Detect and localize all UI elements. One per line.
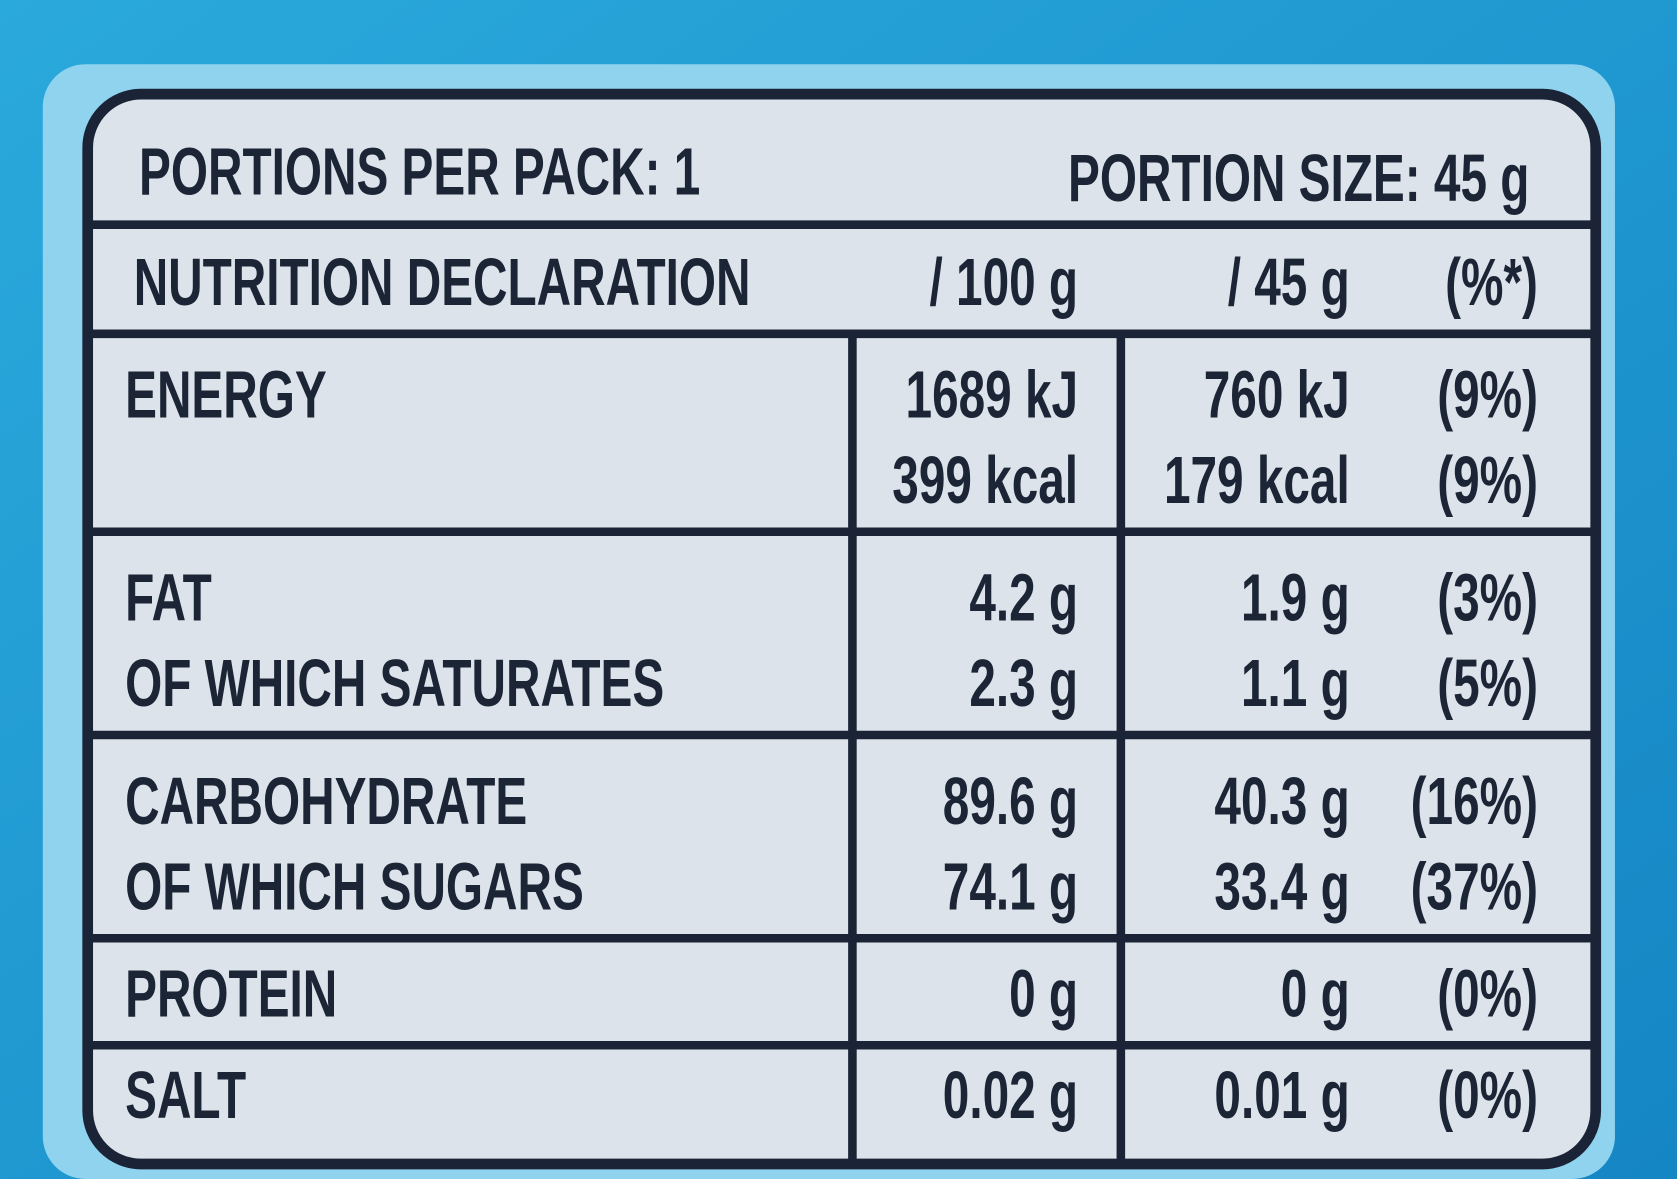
nutrition-table	[82, 88, 1602, 1170]
reference-intake: (37%)	[1411, 851, 1538, 924]
value-per-portion: 1.9 g	[1241, 562, 1350, 635]
value-per-portion: 1.1 g	[1241, 648, 1350, 721]
value-per-portion: 0 g	[1281, 958, 1350, 1031]
portion-size: PORTION SIZE: 45 g	[1068, 143, 1529, 216]
column-header: NUTRITION DECLARATION	[134, 246, 751, 319]
column-header: / 100 g	[930, 246, 1079, 319]
value-per-portion: 0.01 g	[1214, 1059, 1349, 1132]
nutrient-label: CARBOHYDRATE	[125, 765, 527, 838]
nutrient-label: FAT	[125, 562, 212, 635]
value-per-100g: 89.6 g	[943, 765, 1078, 838]
value-per-100g: 74.1 g	[943, 851, 1078, 924]
value-per-100g: 399 kcal	[892, 444, 1078, 517]
reference-intake: (9%)	[1437, 359, 1538, 432]
value-per-portion: 179 kcal	[1164, 444, 1350, 517]
column-header: (%*)	[1445, 246, 1538, 319]
nutrient-label: SALT	[125, 1059, 246, 1132]
nutrient-label: ENERGY	[125, 359, 327, 432]
reference-intake: (0%)	[1437, 1059, 1538, 1132]
column-header: / 45 g	[1228, 246, 1350, 319]
reference-intake: (5%)	[1437, 648, 1538, 721]
table-rules	[89, 220, 1594, 1162]
value-per-100g: 2.3 g	[969, 648, 1078, 721]
value-per-100g: 0.02 g	[943, 1059, 1078, 1132]
value-per-portion: 33.4 g	[1214, 851, 1349, 924]
value-per-100g: 4.2 g	[969, 562, 1078, 635]
nutrient-label: OF WHICH SATURATES	[125, 648, 664, 721]
reference-intake: (3%)	[1437, 562, 1538, 635]
nutrient-label: OF WHICH SUGARS	[125, 851, 584, 924]
reference-intake: (9%)	[1437, 444, 1538, 517]
reference-intake: (16%)	[1411, 765, 1538, 838]
value-per-portion: 40.3 g	[1214, 765, 1349, 838]
reference-intake: (0%)	[1437, 958, 1538, 1031]
value-per-100g: 0 g	[1009, 958, 1078, 1031]
portions-per-pack: PORTIONS PER PACK: 1	[139, 136, 700, 209]
texts: PORTIONS PER PACK: 1 PORTION SIZE: 45 g NU…	[125, 136, 1538, 1133]
nutrient-label: PROTEIN	[125, 958, 337, 1031]
value-per-100g: 1689 kJ	[906, 359, 1079, 432]
value-per-portion: 760 kJ	[1204, 359, 1350, 432]
